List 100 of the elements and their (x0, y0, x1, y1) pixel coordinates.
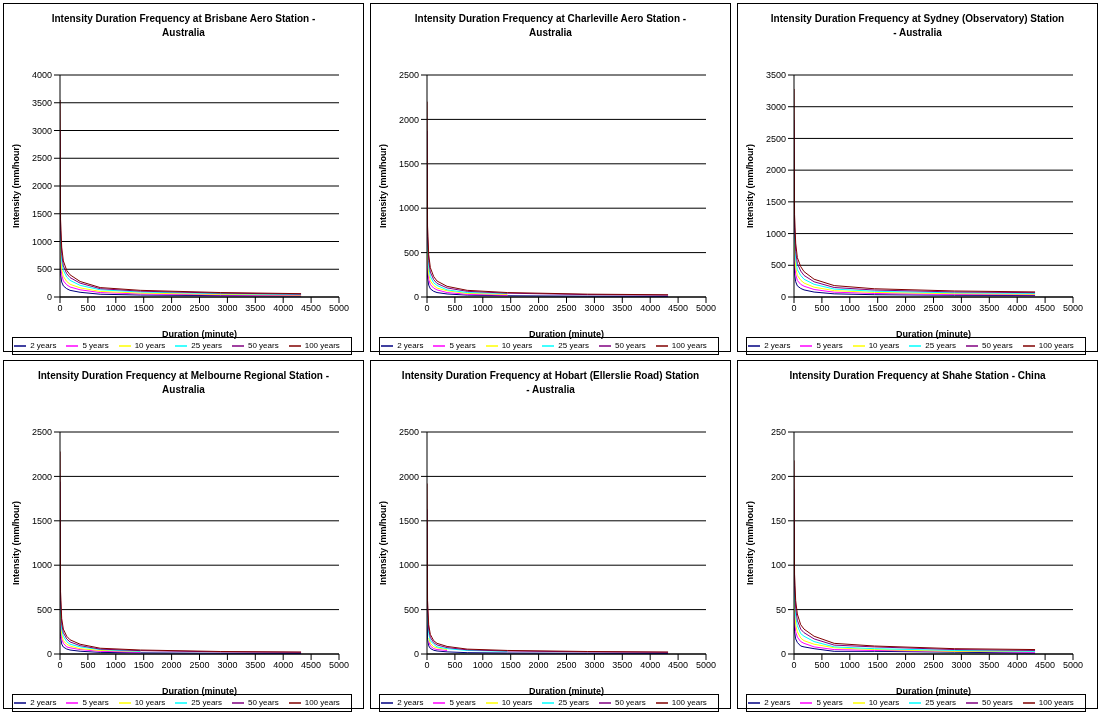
x-tick-label: 1500 (500, 303, 521, 314)
x-tick-label: 0 (424, 303, 430, 314)
x-tick-label: 4000 (640, 303, 661, 314)
legend-label: 2 years (397, 341, 424, 351)
x-tick-label: 3000 (584, 660, 605, 671)
y-tick-label: 3000 (31, 125, 52, 136)
legend-label: 5 years (449, 341, 476, 351)
x-tick-label: 1000 (839, 303, 860, 314)
y-tick-label: 500 (403, 247, 419, 258)
x-tick-label: 0 (57, 303, 63, 314)
x-tick-label: 500 (447, 303, 463, 314)
x-tick-label: 5000 (1062, 303, 1084, 314)
x-tick-label: 4500 (1035, 303, 1056, 314)
chart-title: Intensity Duration Frequency at Charleville Aero Station - Australia (413, 12, 688, 40)
chart-title: Intensity Duration Frequency at Brisbane Aero Station - Australia (50, 12, 317, 40)
x-tick-label: 0 (791, 303, 797, 314)
y-tick-label: 1500 (398, 158, 419, 169)
x-tick-label: 3000 (217, 660, 238, 671)
y-tick-label: 1000 (765, 228, 786, 239)
y-tick-label: 500 (36, 264, 52, 275)
x-tick-label: 4000 (273, 303, 294, 314)
x-axis-title: Duration (minute) (162, 329, 237, 339)
y-tick-label: 3000 (765, 101, 786, 112)
y-tick-label: 2000 (398, 114, 419, 125)
x-tick-label: 500 (447, 660, 463, 671)
x-tick-label: 500 (814, 303, 830, 314)
x-tick-label: 500 (814, 660, 830, 671)
x-tick-label: 4500 (1035, 660, 1056, 671)
x-tick-label: 3500 (979, 660, 1000, 671)
legend-label: 10 years (134, 698, 166, 708)
y-tick-label: 2000 (765, 165, 786, 176)
y-tick-label: 2000 (31, 181, 52, 192)
y-tick-label: 2500 (398, 70, 419, 81)
x-tick-label: 2500 (556, 303, 577, 314)
y-tick-label: 1000 (31, 560, 52, 571)
y-tick-label: 1500 (31, 208, 52, 219)
y-tick-label: 1000 (398, 203, 419, 214)
x-axis-title: Duration (minute) (162, 686, 237, 696)
y-tick-label: 0 (46, 649, 52, 660)
x-tick-label: 2500 (923, 660, 944, 671)
legend-label: 50 years (982, 341, 1013, 351)
legend-label: 50 years (248, 698, 279, 708)
x-tick-label: 1500 (133, 660, 154, 671)
chart-title: Intensity Duration Frequency at Hobart (Ellerslie Road) Station - Australia (400, 369, 701, 397)
legend-label: 2 years (30, 341, 57, 351)
legend-label: 5 years (816, 341, 843, 351)
y-axis-title: Intensity (mm/hour) (745, 143, 756, 229)
y-tick-label: 250 (770, 427, 786, 438)
legend-label: 100 years (671, 698, 707, 708)
legend-label: 10 years (501, 341, 533, 351)
x-tick-label: 3500 (979, 303, 1000, 314)
y-tick-label: 500 (403, 604, 419, 615)
x-tick-label: 2000 (895, 303, 916, 314)
y-tick-label: 1500 (765, 197, 786, 208)
x-tick-label: 2500 (189, 660, 210, 671)
legend-label: 25 years (925, 698, 956, 708)
x-tick-label: 3000 (217, 303, 238, 314)
x-tick-label: 5000 (328, 303, 350, 314)
chart-title: Intensity Duration Frequency at Melbourne Regional Station - Australia (36, 369, 331, 397)
x-tick-label: 2000 (161, 660, 182, 671)
y-tick-label: 50 (775, 604, 786, 615)
line-series (428, 641, 448, 651)
y-tick-label: 4000 (31, 70, 52, 81)
x-tick-label: 4500 (668, 303, 689, 314)
x-tick-label: 3500 (245, 660, 266, 671)
chart-title: Intensity Duration Frequency at Sydney (Observatory) Station - Australia (769, 12, 1066, 40)
x-tick-label: 5000 (328, 660, 350, 671)
y-tick-label: 2000 (31, 471, 52, 482)
x-tick-label: 2500 (189, 303, 210, 314)
legend-label: 25 years (191, 341, 222, 351)
y-tick-label: 0 (780, 292, 786, 303)
y-tick-label: 1000 (31, 236, 52, 247)
legend-label: 100 years (304, 698, 340, 708)
x-axis-title: Duration (minute) (896, 329, 971, 339)
x-tick-label: 1000 (472, 303, 493, 314)
y-tick-label: 100 (770, 560, 786, 571)
y-tick-label: 1500 (31, 515, 52, 526)
legend-label: 2 years (764, 341, 791, 351)
x-tick-label: 5000 (1062, 660, 1084, 671)
legend-label: 50 years (248, 341, 279, 351)
legend-label: 100 years (1038, 698, 1074, 708)
legend-label: 25 years (558, 341, 589, 351)
legend-label: 10 years (868, 341, 900, 351)
x-tick-label: 1000 (472, 660, 493, 671)
x-tick-label: 3500 (612, 660, 633, 671)
y-tick-label: 2500 (31, 153, 52, 164)
y-tick-label: 2000 (398, 471, 419, 482)
x-tick-label: 3000 (951, 303, 972, 314)
y-tick-label: 0 (413, 649, 419, 660)
y-axis-title: Intensity (mm/hour) (11, 143, 22, 229)
legend-label: 50 years (615, 698, 646, 708)
y-tick-label: 3500 (31, 97, 52, 108)
y-tick-label: 2500 (398, 427, 419, 438)
x-axis-title: Duration (minute) (529, 329, 604, 339)
y-tick-label: 2500 (765, 133, 786, 144)
x-tick-label: 4500 (301, 303, 322, 314)
x-tick-label: 4500 (301, 660, 322, 671)
legend-label: 100 years (671, 341, 707, 351)
legend-label: 50 years (615, 341, 646, 351)
y-axis-title: Intensity (mm/hour) (378, 143, 389, 229)
